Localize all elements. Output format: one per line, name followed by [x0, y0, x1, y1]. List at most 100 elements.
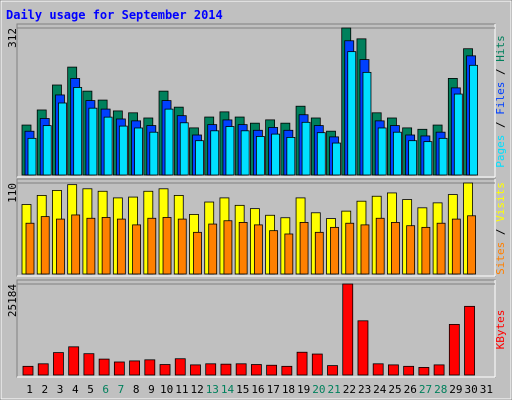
x-tick-label: 11 [175, 383, 188, 396]
bar [238, 221, 248, 275]
x-tick-label: 25 [388, 383, 401, 396]
plot-area [16, 279, 496, 378]
y-tick-label: 110 [6, 183, 19, 203]
x-tick-label: 2 [42, 383, 49, 396]
bar [433, 364, 445, 376]
bar [347, 51, 357, 176]
x-tick-label: 15 [236, 383, 249, 396]
bar [342, 283, 354, 376]
legend: Sites / Visits [494, 182, 507, 275]
bar [360, 224, 370, 275]
bar [37, 363, 49, 376]
bar [388, 364, 399, 376]
x-tick-label: 28 [434, 383, 447, 396]
x-tick-label: 23 [358, 383, 371, 396]
bar [281, 365, 293, 376]
x-tick-label: 26 [404, 383, 417, 396]
x-tick-label: 1 [26, 383, 33, 396]
bar [129, 360, 140, 376]
y-tick-label: 25184 [6, 284, 19, 317]
bar [40, 216, 50, 275]
bar [195, 140, 204, 176]
legend: KBytes [494, 310, 507, 350]
legend-entry: KBytes [494, 310, 507, 350]
bar [362, 71, 372, 176]
bar [134, 127, 143, 176]
bar [448, 324, 460, 376]
bar [391, 221, 400, 275]
bar [286, 136, 296, 176]
bar [375, 217, 385, 275]
x-tick-label: 13 [206, 383, 219, 396]
x-tick-label: 18 [282, 383, 295, 396]
bar [269, 230, 279, 275]
bar [118, 125, 128, 176]
bar [240, 130, 250, 176]
x-tick-label: 14 [221, 383, 235, 396]
x-tick-label: 24 [373, 383, 387, 396]
bar [311, 353, 323, 376]
bar [235, 363, 247, 376]
y-tick-label: 312 [6, 28, 19, 48]
x-tick-label: 19 [297, 383, 310, 396]
bar [271, 133, 281, 176]
legend-separator: / [494, 62, 507, 82]
bar [345, 222, 355, 275]
bar [421, 226, 431, 275]
bar [71, 214, 81, 275]
bar [423, 141, 433, 176]
bar [250, 364, 262, 376]
x-tick-label: 27 [419, 383, 432, 396]
bar [98, 358, 110, 376]
bar [284, 233, 294, 275]
bar [144, 359, 156, 376]
bar [418, 367, 430, 376]
bar [372, 363, 384, 376]
bar [253, 224, 263, 275]
legend-entry: Pages [494, 135, 507, 168]
bar [159, 364, 171, 376]
bar [177, 218, 187, 275]
bar [113, 361, 125, 376]
bar [149, 131, 159, 176]
bar [266, 364, 278, 376]
legend-entry: Hits [494, 35, 507, 62]
legend-separator: / [494, 222, 507, 242]
x-tick-label: 4 [72, 383, 79, 396]
bar [27, 137, 37, 176]
bar [332, 142, 341, 176]
bar [451, 218, 461, 275]
x-tick-label: 8 [133, 383, 140, 396]
bar [101, 217, 111, 275]
legend-entry: Files [494, 82, 507, 115]
bar [116, 218, 126, 275]
bar [68, 346, 80, 376]
bar [147, 217, 157, 275]
x-tick-label: 9 [148, 383, 155, 396]
bar [408, 140, 418, 176]
bar [327, 365, 338, 376]
legend-entry: Visits [494, 182, 507, 222]
bar [393, 131, 402, 176]
bar [225, 126, 235, 176]
bar [162, 217, 172, 275]
bar [132, 224, 141, 275]
x-tick-label: 21 [328, 383, 341, 396]
bar [377, 127, 387, 176]
bar [330, 226, 339, 275]
bar [53, 352, 64, 376]
bar [73, 87, 83, 176]
bar [210, 130, 220, 176]
x-tick-label: 22 [343, 383, 356, 396]
bar [83, 353, 95, 376]
x-tick-label: 16 [251, 383, 264, 396]
bar [299, 221, 309, 275]
x-tick-label: 12 [190, 383, 203, 396]
bar [22, 365, 34, 376]
bar [220, 363, 232, 376]
bar [357, 320, 369, 376]
bar [403, 365, 415, 376]
bar [58, 102, 67, 176]
